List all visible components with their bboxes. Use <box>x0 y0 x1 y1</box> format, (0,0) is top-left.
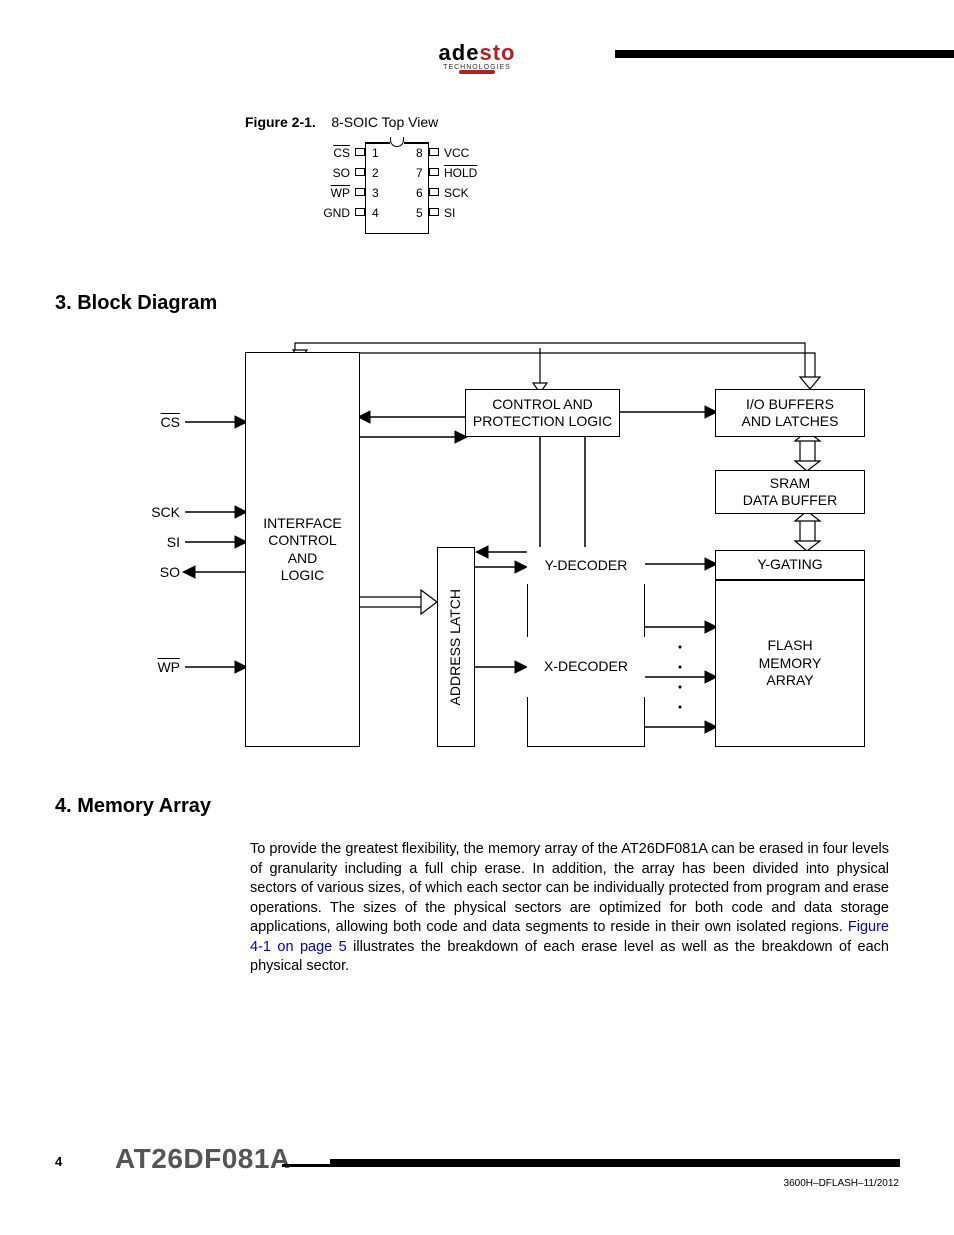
box-io-label: I/O BUFFERS AND LATCHES <box>742 396 839 431</box>
pin-3-num: 3 <box>372 186 379 200</box>
page-header: adesto TECHNOLOGIES <box>55 40 899 74</box>
pin-5-num: 5 <box>416 206 423 220</box>
signal-sck: SCK <box>145 504 180 520</box>
box-ygating: Y-GATING <box>715 550 865 580</box>
box-interface-label: INTERFACE CONTROL AND LOGIC <box>263 515 342 585</box>
figure-2-1-caption: Figure 2-1. 8-SOIC Top View <box>245 114 899 130</box>
page-number: 4 <box>55 1154 62 1169</box>
section-4-text-post: illustrates the breakdown of each erase … <box>250 939 889 975</box>
box-sram: SRAM DATA BUFFER <box>715 470 865 514</box>
box-control-label: CONTROL AND PROTECTION LOGIC <box>473 396 612 431</box>
pin-8-label: VCC <box>444 146 469 160</box>
box-flash: FLASH MEMORY ARRAY <box>715 580 865 747</box>
box-ygating-label: Y-GATING <box>757 556 822 574</box>
block-diagram: CS SCK SI SO WP INTERFACE CONTROL AND LO… <box>145 337 865 767</box>
logo-text-2: sto <box>479 40 515 65</box>
box-addrlatch-label: ADDRESS LATCH <box>447 589 465 705</box>
pin-7-num: 7 <box>416 166 423 180</box>
footer-divider-thin <box>282 1164 330 1167</box>
pin-4-label: GND <box>323 206 350 220</box>
pin-3-label: WP <box>331 186 350 200</box>
logo-text-1: ade <box>439 40 480 65</box>
box-address-latch: ADDRESS LATCH <box>437 547 475 747</box>
box-flash-label: FLASH MEMORY ARRAY <box>759 637 822 690</box>
box-xdec-label: X-DECODER <box>544 658 628 676</box>
pin-6-label: SCK <box>444 186 469 200</box>
logo-subtext: TECHNOLOGIES <box>439 64 516 71</box>
pin-7-label: HOLD <box>444 166 477 180</box>
figure-2-1-diagram: 1 2 3 4 8 7 6 5 CS SO WP GND VCC HOLD SC… <box>280 142 510 252</box>
header-divider <box>615 50 954 58</box>
logo: adesto TECHNOLOGIES <box>439 40 516 74</box>
pin-8-num: 8 <box>416 146 423 160</box>
pin-2-label: SO <box>333 166 350 180</box>
pin-2-num: 2 <box>372 166 379 180</box>
box-sram-label: SRAM DATA BUFFER <box>743 475 837 510</box>
signal-cs: CS <box>145 414 180 430</box>
pin-6-num: 6 <box>416 186 423 200</box>
section-3-heading: 3. Block Diagram <box>55 292 899 315</box>
pin-5-label: SI <box>444 206 455 220</box>
signal-si: SI <box>145 534 180 550</box>
box-xdecoder: X-DECODER <box>527 637 645 697</box>
box-control-protection: CONTROL AND PROTECTION LOGIC <box>465 389 620 437</box>
part-number: AT26DF081A <box>115 1143 291 1175</box>
pin-1-label: CS <box>333 146 350 160</box>
box-ydecoder: Y-DECODER <box>527 547 645 584</box>
signal-wp: WP <box>145 659 180 675</box>
box-io-buffers: I/O BUFFERS AND LATCHES <box>715 389 865 437</box>
figure-2-1-title: 8-SOIC Top View <box>331 114 438 130</box>
signal-so: SO <box>145 564 180 580</box>
footer-divider <box>330 1159 900 1167</box>
pin-1-num: 1 <box>372 146 379 160</box>
section-4-heading: 4. Memory Array <box>55 795 899 818</box>
section-4-body: To provide the greatest flexibility, the… <box>250 840 889 977</box>
box-ydec-label: Y-DECODER <box>545 557 628 575</box>
document-id: 3600H–DFLASH–11/2012 <box>784 1178 899 1189</box>
pin-4-num: 4 <box>372 206 379 220</box>
figure-2-1-label: Figure 2-1. <box>245 114 316 130</box>
section-4-text-pre: To provide the greatest flexibility, the… <box>250 841 889 935</box>
box-interface: INTERFACE CONTROL AND LOGIC <box>245 352 360 747</box>
